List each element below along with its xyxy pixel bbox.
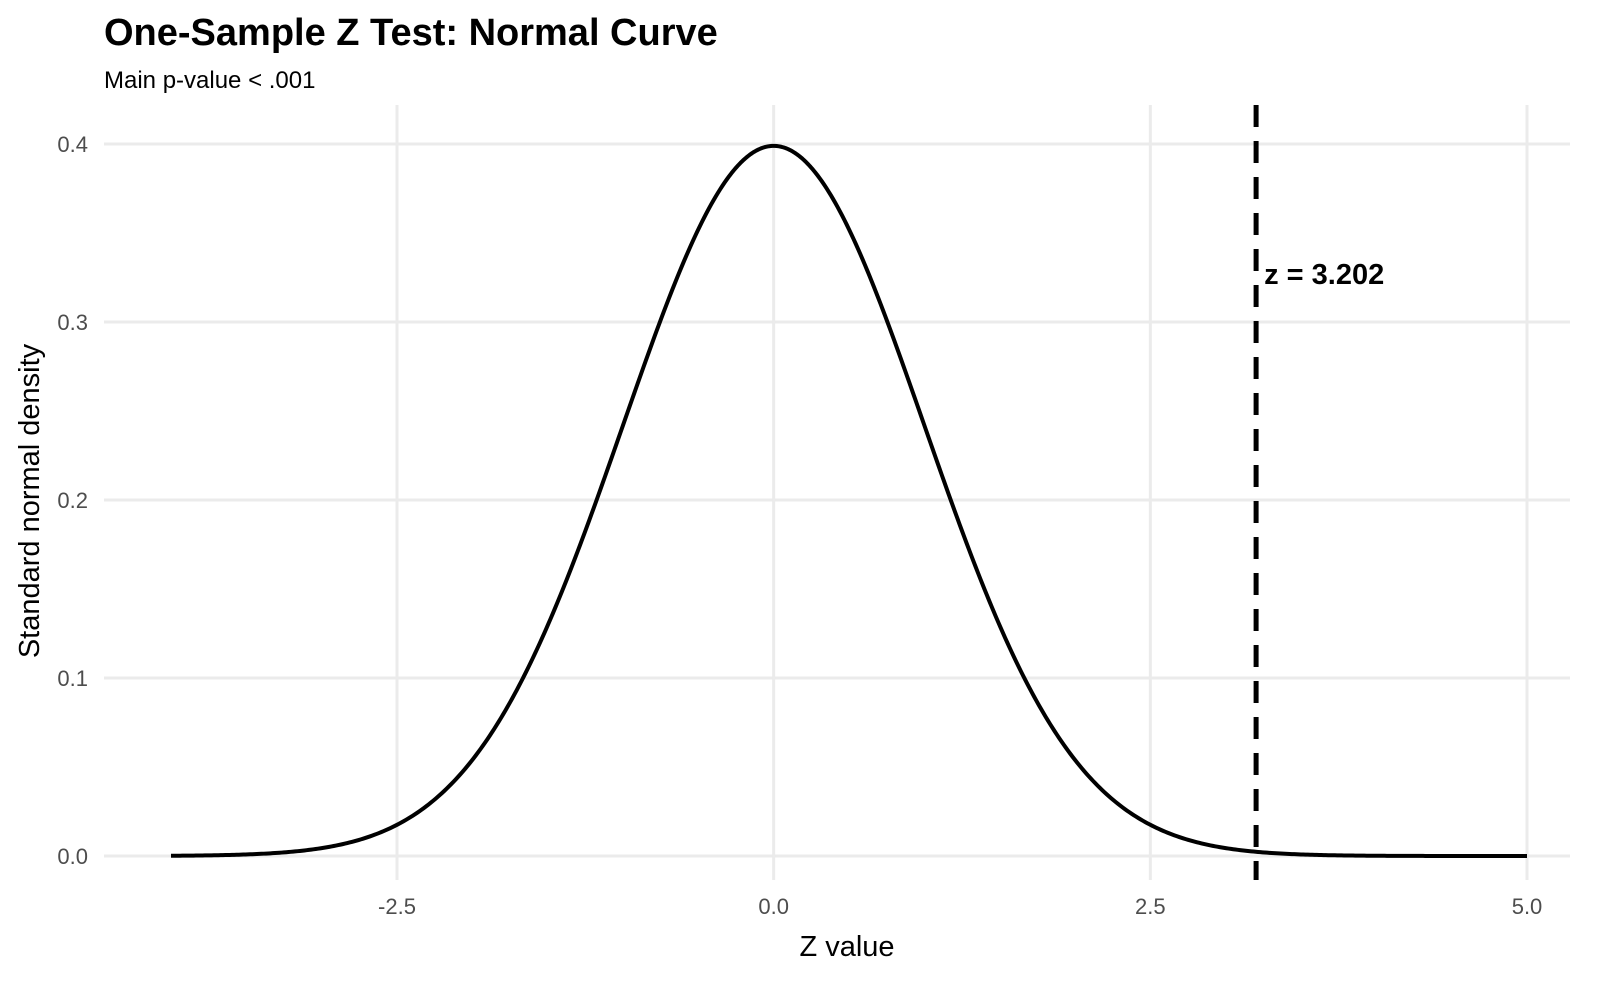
chart-subtitle: Main p-value < .001 xyxy=(104,67,315,94)
density-curve xyxy=(170,143,1527,858)
x-tick-label: 2.5 xyxy=(1135,894,1166,919)
chart-title: One-Sample Z Test: Normal Curve xyxy=(104,12,718,54)
y-axis-title: Standard normal density xyxy=(14,343,46,658)
y-tick-label: 0.1 xyxy=(57,666,88,691)
z-annotation-label: z = 3.202 xyxy=(1264,259,1384,291)
reference-layer: z = 3.202 xyxy=(1253,105,1384,880)
x-tick-label: 5.0 xyxy=(1512,894,1543,919)
y-tick-label: 0.4 xyxy=(57,132,88,157)
y-tick-label: 0.2 xyxy=(57,488,88,513)
series-layer xyxy=(170,143,1527,858)
y-tick-label: 0.0 xyxy=(57,844,88,869)
x-tick-label: -2.5 xyxy=(378,894,416,919)
tick-labels: 0.0 0.1 0.2 0.3 0.4 -2.5 0.0 2.5 5.0 xyxy=(57,132,1542,919)
y-tick-label: 0.3 xyxy=(57,310,88,335)
x-axis-title: Z value xyxy=(799,931,894,963)
grid-lines xyxy=(104,105,1570,880)
x-tick-label: 0.0 xyxy=(758,894,789,919)
